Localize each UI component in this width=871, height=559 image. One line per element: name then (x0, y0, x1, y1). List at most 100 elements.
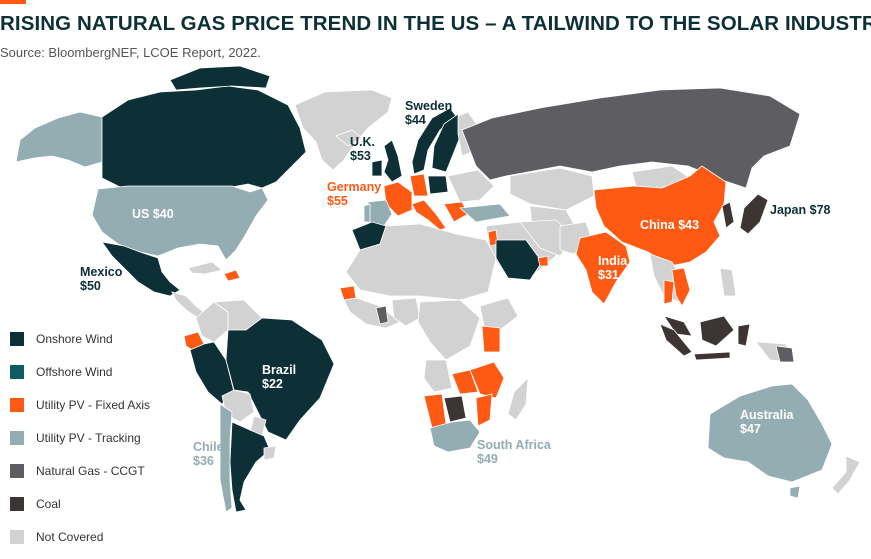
label-sweden: Sweden $44 (405, 99, 452, 127)
label-uk: U.K. $53 (350, 135, 375, 163)
region-eastern-europe (447, 169, 495, 203)
region-germany (409, 173, 429, 197)
region-senegal (339, 285, 357, 301)
legend-swatch (10, 398, 24, 412)
label-australia-value: $47 (740, 422, 761, 436)
region-namibia (423, 393, 447, 429)
region-ethiopia (479, 297, 519, 331)
region-uae (537, 255, 549, 267)
label-us-name: US (132, 207, 150, 221)
region-botswana (443, 395, 467, 423)
region-china (593, 165, 727, 267)
label-brazil-name: Brazil (262, 363, 297, 377)
chart-title: RISING NATURAL GAS PRICE TREND IN THE US… (0, 12, 871, 35)
label-germany-value: $55 (327, 194, 348, 208)
legend-label: Onshore Wind (36, 332, 113, 346)
label-us: US $40 (132, 207, 174, 221)
label-us-value: $40 (152, 207, 174, 221)
region-sumatra (659, 323, 693, 357)
region-new-zealand (831, 455, 861, 495)
region-kenya (481, 325, 501, 353)
region-portugal (363, 203, 371, 223)
label-china: China $43 (640, 218, 699, 232)
region-central-africa (417, 299, 481, 361)
legend-swatch (10, 464, 24, 478)
source-note: Source: BloombergNEF, LCOE Report, 2022. (0, 45, 261, 60)
region-brazil (225, 317, 335, 441)
label-australia: Australia $47 (740, 408, 794, 436)
region-caribbean (187, 261, 223, 275)
region-dominican-republic (223, 269, 241, 282)
label-chile: Chile $36 (193, 440, 224, 468)
label-uk-name: U.K. (350, 135, 375, 149)
region-uruguay (263, 445, 277, 461)
region-russia (461, 87, 801, 189)
label-chile-name: Chile (193, 440, 224, 454)
region-australia (707, 383, 833, 483)
label-sweden-name: Sweden (405, 99, 453, 113)
region-nigeria (391, 297, 421, 327)
region-uk (383, 139, 403, 183)
legend-swatch (10, 431, 24, 445)
label-brazil-value: $22 (262, 377, 283, 391)
label-uk-value: $53 (350, 149, 371, 163)
label-japan-name: Japan (770, 203, 807, 217)
region-png (775, 345, 795, 363)
label-south-africa-name: South Africa (477, 438, 551, 452)
region-canada (101, 85, 307, 189)
label-india-value: $31 (598, 268, 619, 282)
region-thailand (663, 279, 675, 305)
legend-label: Offshore Wind (36, 365, 113, 379)
region-poland (427, 175, 449, 195)
region-madagascar (507, 376, 529, 421)
label-mexico: Mexico $50 (80, 265, 122, 293)
legend-swatch (10, 365, 24, 379)
region-north-africa (345, 223, 497, 301)
legend-label: Not Covered (36, 530, 104, 544)
label-japan-value: $78 (809, 203, 831, 217)
region-chile (219, 403, 233, 513)
region-alaska (15, 111, 103, 168)
label-germany: Germany $55 (327, 180, 381, 208)
region-borneo (699, 315, 735, 347)
region-korea (721, 201, 735, 229)
region-mozambique (475, 393, 493, 427)
region-vietnam (671, 267, 691, 307)
region-java (693, 351, 731, 361)
region-india (575, 231, 631, 305)
label-india-name: India (598, 254, 628, 268)
legend-swatch (10, 530, 24, 544)
legend-swatch (10, 332, 24, 346)
label-south-africa: South Africa $49 (477, 438, 551, 466)
region-malaysia (663, 315, 693, 337)
legend-label: Coal (36, 497, 61, 511)
region-italy (411, 199, 447, 231)
label-australia-name: Australia (740, 408, 794, 422)
label-china-value: $43 (678, 218, 700, 232)
region-sulawesi (737, 323, 751, 347)
legend-label: Utility PV - Fixed Axis (36, 398, 151, 412)
label-south-africa-value: $49 (477, 452, 498, 466)
label-china-name: China (640, 218, 675, 232)
region-philippines (719, 267, 737, 297)
label-chile-value: $36 (193, 454, 214, 468)
legend-swatch (10, 497, 24, 511)
label-sweden-value: $44 (405, 113, 426, 127)
region-ghana (375, 305, 389, 325)
region-zambia (451, 369, 479, 395)
label-brazil: Brazil $22 (262, 363, 296, 391)
region-ireland (371, 159, 383, 177)
region-japan (739, 193, 769, 235)
region-east-africa (469, 361, 505, 399)
region-mexico (101, 241, 181, 297)
region-south-africa (429, 419, 481, 453)
label-japan: Japan $78 (770, 203, 830, 217)
region-west-africa (343, 297, 401, 329)
region-turkey (459, 203, 511, 223)
region-kazakhstan (509, 167, 595, 211)
region-tasmania (789, 485, 801, 499)
region-angola (423, 359, 453, 393)
accent-bar (0, 0, 26, 4)
label-germany-name: Germany (327, 180, 382, 194)
